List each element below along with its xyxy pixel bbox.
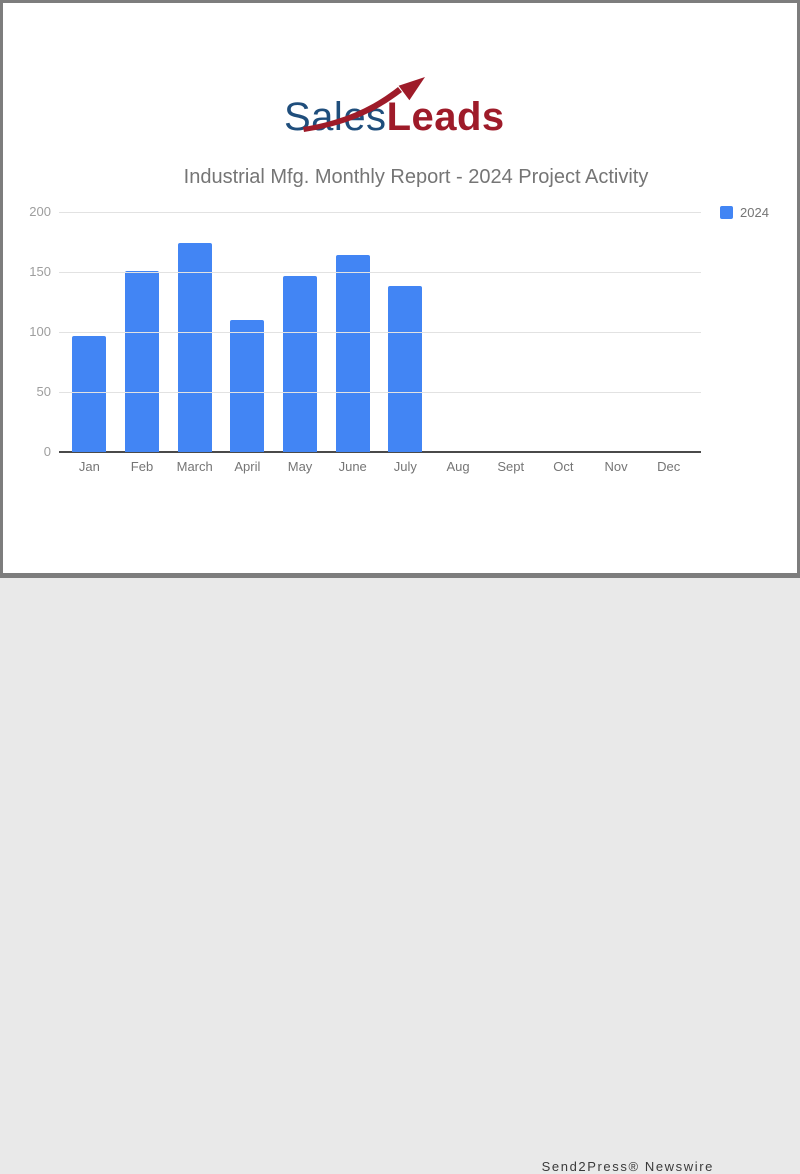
bar-slot-feb: Feb: [116, 212, 169, 474]
x-tick-label-march: March: [176, 459, 213, 474]
newswire-credit: Send2Press® Newswire: [541, 1159, 714, 1174]
x-tick-label-sept: Sept: [497, 459, 525, 474]
bar-slot-june: June: [326, 212, 379, 474]
bar-slot-dec: Dec: [642, 212, 695, 474]
bar-slot-july: July: [379, 212, 432, 474]
gridline-100: [59, 332, 701, 333]
bar-slot-aug: Aug: [432, 212, 485, 474]
bar-slot-april: April: [221, 212, 274, 474]
y-tick-label-100: 100: [29, 324, 51, 339]
bar-slot-march: March: [168, 212, 221, 474]
chart-legend: 2024: [720, 205, 769, 220]
y-tick-label-150: 150: [29, 264, 51, 279]
x-tick-label-nov: Nov: [604, 459, 628, 474]
logo-wordmark: SalesLeads: [284, 97, 505, 137]
chart-card: SalesLeads Industrial Mfg. Monthly Repor…: [0, 0, 800, 578]
x-tick-label-april: April: [234, 459, 261, 474]
x-tick-label-june: June: [338, 459, 367, 474]
bar-slot-jan: Jan: [63, 212, 116, 474]
bar-slots: Jan Feb March April May June July Aug Sept Oct Nov…: [63, 212, 695, 474]
bar-march: [177, 243, 212, 452]
newswire-footer-strip: Send2Press® Newswire: [0, 578, 800, 1174]
bar-slot-may: May: [274, 212, 327, 474]
bar-april: [230, 320, 265, 452]
chart-title: Industrial Mfg. Monthly Report - 2024 Pr…: [183, 166, 649, 188]
x-axis-line: [59, 451, 701, 453]
x-tick-label-feb: Feb: [130, 459, 154, 474]
x-tick-label-may: May: [287, 459, 313, 474]
bar-slot-nov: Nov: [590, 212, 643, 474]
gridline-200: [59, 212, 701, 213]
bar-jan: [72, 335, 107, 452]
x-tick-label-oct: Oct: [553, 459, 574, 474]
bar-may: [283, 275, 318, 452]
logo-word-leads: Leads: [386, 95, 505, 139]
legend-label: 2024: [740, 205, 769, 220]
bar-slot-oct: Oct: [537, 212, 590, 474]
logo-word-sales: Sales: [284, 95, 387, 139]
x-tick-label-aug: Aug: [446, 459, 470, 474]
plot-area: Jan Feb March April May June July Aug Sept Oct Nov…: [29, 204, 701, 474]
y-tick-label-200: 200: [29, 204, 51, 219]
x-tick-label-dec: Dec: [657, 459, 681, 474]
salesleads-logo: SalesLeads: [284, 75, 524, 137]
bar-june: [335, 255, 370, 452]
gridline-150: [59, 272, 701, 273]
y-tick-label-0: 0: [43, 444, 51, 459]
x-tick-label-july: July: [393, 459, 417, 474]
bar-july: [388, 286, 423, 452]
bar-slot-sept: Sept: [484, 212, 537, 474]
legend-swatch-2024: [720, 206, 733, 219]
y-tick-label-50: 50: [36, 384, 51, 399]
bar-feb: [125, 270, 159, 452]
x-tick-label-jan: Jan: [78, 459, 100, 474]
gridline-50: [59, 392, 701, 393]
